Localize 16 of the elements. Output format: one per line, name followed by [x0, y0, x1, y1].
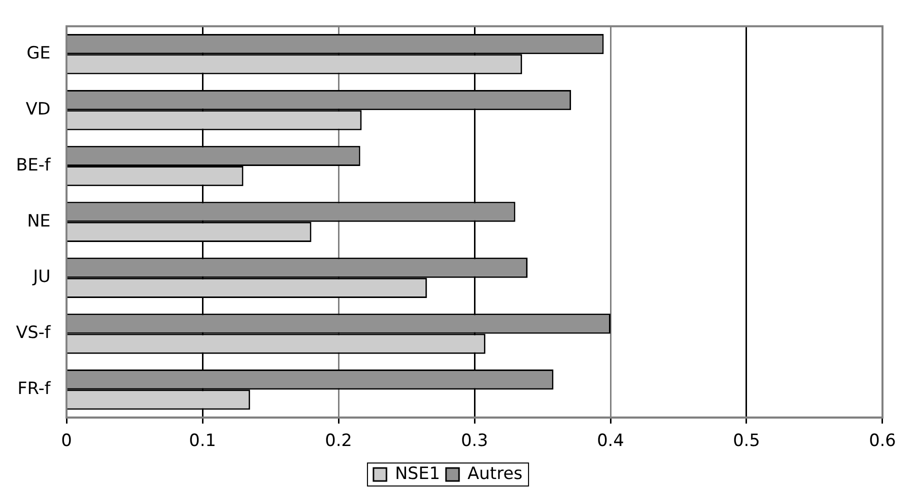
legend-label: Autres	[468, 464, 523, 484]
y-tick-label: NE	[27, 211, 51, 232]
y-tick-label: GE	[26, 44, 51, 64]
x-tick-label: 0.2	[324, 431, 352, 452]
y-tick-label: FR-f	[18, 379, 52, 400]
legend-label: NSE1	[394, 464, 440, 484]
y-tick-label: VS-f	[16, 323, 52, 344]
x-tick-label: 0	[61, 431, 72, 452]
x-tick-label: 0.1	[189, 431, 216, 452]
x-tick-label: 0.3	[460, 431, 488, 452]
y-tick-label: JU	[32, 267, 51, 288]
y-tick-label: BE-f	[16, 155, 52, 176]
x-tick-label: 0.5	[732, 431, 760, 452]
y-tick-label: VD	[26, 99, 51, 120]
x-tick-label: 0.6	[868, 431, 896, 452]
x-tick-label: 0.4	[596, 431, 624, 452]
